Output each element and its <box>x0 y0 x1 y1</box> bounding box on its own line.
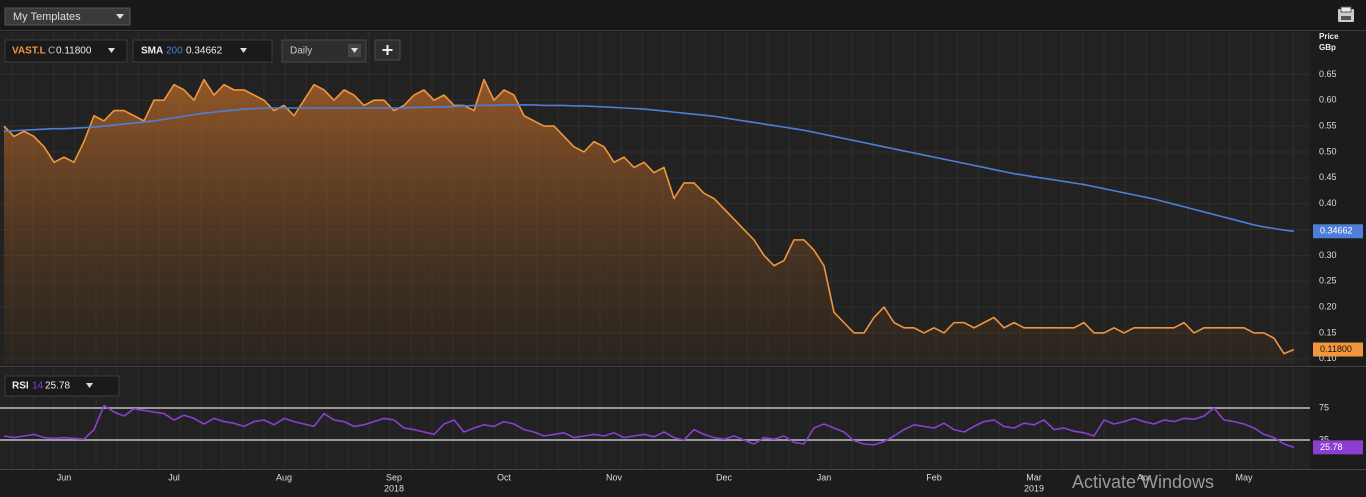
rsi-panel <box>0 368 1310 469</box>
y-tick-label: 0.55 <box>1319 120 1337 130</box>
year-label: 2018 <box>384 483 404 493</box>
y-tick-label: 0.10 <box>1319 353 1337 363</box>
y-tick-label: 0.15 <box>1319 327 1337 337</box>
period: 200 <box>166 46 183 57</box>
x-tick-label: Dec <box>716 472 733 482</box>
x-tick-label: Jul <box>168 472 180 482</box>
y-tick-label: 0.60 <box>1319 95 1337 105</box>
x-tick-label: Apr <box>1137 472 1151 482</box>
series-line <box>3 104 1295 233</box>
last-value: 0.11800 <box>56 46 92 57</box>
dropdown-label[interactable]: My Templates <box>13 11 81 23</box>
y-tick-label: 0.45 <box>1319 172 1337 182</box>
legend-arrow[interactable] <box>86 383 93 388</box>
indicator: SMA <box>141 46 163 57</box>
x-tick-label: May <box>1235 472 1253 482</box>
mark-layer <box>3 78 1295 449</box>
rsi-legend[interactable]: RSI 14 25.78 <box>4 375 120 397</box>
y-tick-label: 0.65 <box>1319 69 1337 79</box>
x-tick-label: Jan <box>817 472 832 482</box>
last-value-tag <box>1313 224 1363 239</box>
year-label: 2019 <box>1024 483 1044 493</box>
x-tick-label: Oct <box>497 472 512 482</box>
y-tick-label: 0.30 <box>1319 250 1337 260</box>
legend-box[interactable] <box>4 39 128 63</box>
last-value-tag-label: 0.34662 <box>1320 226 1353 236</box>
series-line <box>3 78 1295 355</box>
dropdown-arrow[interactable] <box>116 14 124 19</box>
x-tick-label: Nov <box>606 472 623 482</box>
x-tick-label: Mar <box>1026 472 1042 482</box>
last-value-tag-label: 0.11800 <box>1320 344 1352 354</box>
y-tick-label: 75 <box>1319 402 1329 412</box>
add-button[interactable] <box>374 39 401 61</box>
last-value-tag <box>1313 342 1363 357</box>
field: C <box>48 46 55 57</box>
axis-title: Price <box>1319 32 1339 41</box>
y-tick-label: 0.40 <box>1319 198 1337 208</box>
print-icon-slot[interactable] <box>1341 16 1351 20</box>
toolbar <box>0 0 1366 30</box>
sma-legend[interactable]: SMA 200 0.34662 <box>132 39 273 63</box>
dropdown[interactable] <box>281 39 367 63</box>
last-value-tag-label: 25.78 <box>1320 442 1343 452</box>
period: 14 <box>32 381 44 392</box>
dropdown-arrow[interactable] <box>351 48 358 53</box>
legend-arrow[interactable] <box>108 48 115 53</box>
legend-arrow[interactable] <box>240 48 247 53</box>
x-tick-label: Sep <box>386 472 402 482</box>
last-value: 0.34662 <box>186 46 223 57</box>
series-line <box>3 404 1295 449</box>
template-menu[interactable]: My Templates <box>4 7 131 26</box>
x-tick-label: Jun <box>57 472 72 482</box>
axis-unit: GBp <box>1319 43 1336 52</box>
watermark: Activate Windows <box>1072 472 1214 492</box>
last-value: 25.78 <box>45 381 70 392</box>
y-tick-label: 0.20 <box>1319 301 1337 311</box>
print-button[interactable] <box>1338 6 1354 22</box>
price-area <box>4 79 1294 364</box>
interval-menu[interactable]: Daily <box>281 39 367 63</box>
dropdown[interactable] <box>4 7 131 26</box>
last-value-tag <box>1313 440 1363 455</box>
print-icon-paper[interactable] <box>1340 6 1352 13</box>
symbol: VAST.L <box>12 46 46 57</box>
legend-box[interactable] <box>4 375 120 397</box>
plus-icon[interactable] <box>382 45 393 55</box>
x-tick-label: Aug <box>276 472 292 482</box>
price-legend[interactable]: VAST.L C 0.11800 <box>4 39 128 63</box>
interval[interactable]: Daily <box>290 46 312 57</box>
y-tick-label: 0.25 <box>1319 276 1337 286</box>
legend-box[interactable] <box>132 39 273 63</box>
indicator: RSI <box>12 381 29 392</box>
y-tick-label: 35 <box>1319 434 1329 444</box>
x-tick-label: Feb <box>926 472 942 482</box>
y-tick-label: 0.50 <box>1319 146 1337 156</box>
